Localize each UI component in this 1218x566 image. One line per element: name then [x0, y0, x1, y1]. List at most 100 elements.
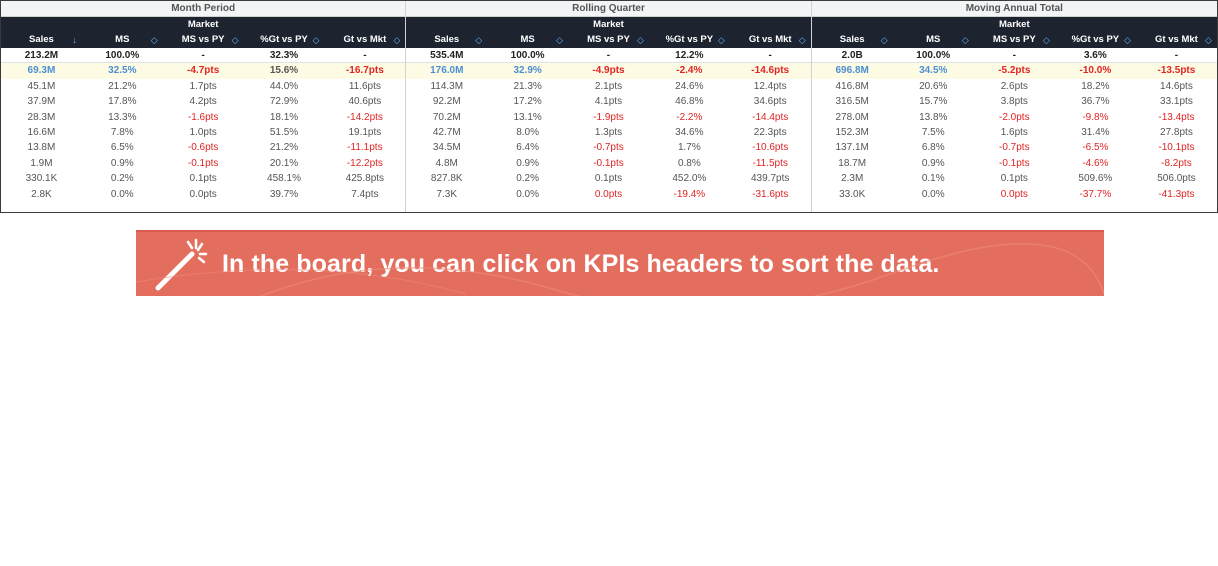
cell-sales: 1.9M: [30, 157, 53, 169]
column-header-ms-vs-py[interactable]: MS vs PY ◇: [163, 32, 244, 48]
cell-ms: 15.7%: [919, 96, 948, 108]
column-header-ms-vs-py[interactable]: MS vs PY ◇: [568, 32, 649, 48]
column-header-ms-vs-py[interactable]: MS vs PY ◇: [974, 32, 1055, 48]
table-row[interactable]: 45.1M 21.2% 1.7pts 44.0% 11.6pts: [1, 79, 405, 94]
column-header-gt-vs-mkt[interactable]: Gt vs Mkt ◇: [1136, 32, 1217, 48]
table-row[interactable]: 42.7M 8.0% 1.3pts 34.6% 22.3pts: [406, 125, 810, 140]
column-header-gt-vs-py[interactable]: %Gt vs PY ◇: [244, 32, 325, 48]
cell-gt-vs-mkt: 27.8pts: [1160, 126, 1193, 138]
table-row[interactable]: 2.3M 0.1% 0.1pts 509.6% 506.0pts: [812, 171, 1217, 186]
cell-gt-vs-mkt: -41.3pts: [1158, 188, 1195, 200]
column-header-ms[interactable]: MS ◇: [82, 32, 163, 48]
cell-ms-vs-py: -0.1pts: [187, 157, 219, 169]
cell-gt-vs-py: -37.7%: [1079, 188, 1112, 200]
sort-toggle-icon[interactable]: ◇: [475, 35, 483, 45]
sort-toggle-icon[interactable]: ◇: [1205, 35, 1212, 45]
cell-gt-vs-py: 46.8%: [675, 96, 704, 108]
table-row[interactable]: 13.8M 6.5% -0.6pts 21.2% -11.1pts: [1, 140, 405, 155]
column-header-label: Sales: [434, 34, 460, 45]
table-row[interactable]: 416.8M 20.6% 2.6pts 18.2% 14.6pts: [812, 79, 1217, 94]
cell-ms: 0.2%: [110, 173, 134, 185]
cell-ms-vs-py: 0.1pts: [1000, 173, 1028, 185]
table-row[interactable]: 696.8M 34.5% -5.2pts -10.0% -13.5pts: [811, 63, 1217, 79]
table-row[interactable]: 7.3K 0.0% 0.0pts -19.4% -31.6pts: [406, 187, 810, 202]
table-row[interactable]: 4.8M 0.9% -0.1pts 0.8% -11.5pts: [406, 156, 810, 171]
table-row[interactable]: 37.9M 17.8% 4.2pts 72.9% 40.6pts: [1, 94, 405, 109]
column-header-gt-vs-mkt[interactable]: Gt vs Mkt ◇: [324, 32, 405, 48]
column-header-label: Gt vs Mkt: [343, 34, 387, 45]
column-header-gt-vs-py[interactable]: %Gt vs PY ◇: [1055, 32, 1136, 48]
cell-ms-vs-py: -0.6pts: [187, 142, 219, 154]
sort-desc-icon[interactable]: ↓: [72, 35, 77, 45]
table-row[interactable]: 34.5M 6.4% -0.7pts 1.7% -10.6pts: [406, 140, 810, 155]
column-header-ms[interactable]: MS ◇: [487, 32, 568, 48]
table-row[interactable]: 827.8K 0.2% 0.1pts 452.0% 439.7pts: [406, 171, 810, 186]
total-row[interactable]: 213.2M 100.0% - 32.3% -: [1, 48, 406, 64]
table-row[interactable]: 33.0K 0.0% 0.0pts -37.7% -41.3pts: [812, 187, 1217, 202]
cell-gt-vs-mkt: 22.3pts: [753, 126, 787, 138]
column-header-sales[interactable]: Sales ◇: [812, 32, 893, 48]
table-row[interactable]: 28.3M 13.3% -1.6pts 18.1% -14.2pts: [1, 110, 405, 125]
cell-gt-vs-py: 72.9%: [269, 96, 299, 108]
cell-gt-vs-py: -2.4%: [676, 65, 703, 77]
cell-gt-vs-py: 31.4%: [1081, 126, 1110, 138]
total-row[interactable]: 535.4M 100.0% - 12.2% -: [406, 48, 811, 64]
sort-toggle-icon[interactable]: ◇: [717, 35, 725, 45]
table-row[interactable]: 152.3M 7.5% 1.6pts 31.4% 27.8pts: [812, 125, 1217, 140]
table-row[interactable]: 18.7M 0.9% -0.1pts -4.6% -8.2pts: [812, 156, 1217, 171]
cell-ms-vs-py: -0.1pts: [999, 157, 1030, 169]
market-header: Market: [187, 19, 219, 30]
sort-toggle-icon[interactable]: ◇: [636, 35, 644, 45]
sort-toggle-icon[interactable]: ◇: [312, 35, 320, 45]
cell-gt-vs-py: 32.3%: [269, 50, 299, 61]
column-header-sales[interactable]: Sales ◇: [406, 32, 487, 48]
table-row[interactable]: 70.2M 13.1% -1.9pts -2.2% -14.4pts: [406, 110, 810, 125]
cell-sales: 137.1M: [835, 142, 869, 154]
cell-gt-vs-mkt: 14.6pts: [1160, 80, 1193, 92]
sort-toggle-icon[interactable]: ◇: [231, 35, 239, 45]
tip-text: In the board, you can click on KPIs head…: [222, 249, 940, 278]
sort-toggle-icon[interactable]: ◇: [393, 35, 401, 45]
cell-ms: 13.3%: [108, 111, 137, 123]
total-row[interactable]: 2.0B 100.0% - 3.6% -: [811, 48, 1217, 64]
sort-toggle-icon[interactable]: ◇: [880, 35, 888, 45]
table-row[interactable]: 278.0M 13.8% -2.0pts -9.8% -13.4pts: [812, 110, 1217, 125]
cell-sales: 28.3M: [27, 111, 56, 123]
table-row[interactable]: 330.1K 0.2% 0.1pts 458.1% 425.8pts: [1, 171, 405, 186]
table-row[interactable]: 92.2M 17.2% 4.1pts 46.8% 34.6pts: [406, 94, 810, 109]
table-row[interactable]: 16.6M 7.8% 1.0pts 51.5% 19.1pts: [1, 125, 405, 140]
sort-toggle-icon[interactable]: ◇: [798, 35, 806, 45]
sort-toggle-icon[interactable]: ◇: [556, 35, 564, 45]
sort-toggle-icon[interactable]: ◇: [1123, 35, 1131, 45]
table-row[interactable]: 316.5M 15.7% 3.8pts 36.7% 33.1pts: [812, 94, 1217, 109]
table-row[interactable]: 69.3M 32.5% -4.7pts 15.6% -16.7pts: [1, 63, 406, 79]
column-header-sales[interactable]: Sales ↓: [1, 32, 82, 48]
column-header-gt-vs-mkt[interactable]: Gt vs Mkt ◇: [730, 32, 811, 48]
cell-ms: 7.5%: [921, 126, 945, 138]
period-rolling-quarter: Rolling Quarter Market Sales ◇ MS ◇ MS vs PY ◇%…: [406, 1, 812, 212]
cell-gt-vs-py: 18.2%: [1081, 80, 1110, 92]
sort-toggle-icon[interactable]: ◇: [961, 35, 969, 45]
column-header-ms[interactable]: MS ◇: [893, 32, 974, 48]
cell-gt-vs-py: -19.4%: [673, 188, 706, 200]
table-row[interactable]: 2.8K 0.0% 0.0pts 39.7% 7.4pts: [1, 187, 405, 202]
table-row[interactable]: 176.0M 32.9% -4.9pts -2.4% -14.6pts: [406, 63, 811, 79]
table-row[interactable]: 1.9M 0.9% -0.1pts 20.1% -12.2pts: [1, 156, 405, 171]
cell-gt-vs-py: -6.5%: [1082, 142, 1109, 154]
cell-gt-vs-mkt: 34.6pts: [753, 96, 787, 108]
cell-ms: 0.1%: [921, 173, 945, 185]
sort-toggle-icon[interactable]: ◇: [150, 35, 158, 45]
cell-sales: 278.0M: [835, 111, 869, 123]
table-row[interactable]: 114.3M 21.3% 2.1pts 24.6% 12.4pts: [406, 79, 810, 94]
column-header-label: Gt vs Mkt: [1155, 34, 1198, 45]
cell-gt-vs-mkt: 425.8pts: [345, 173, 385, 185]
table-row[interactable]: 137.1M 6.8% -0.7pts -6.5% -10.1pts: [812, 140, 1217, 155]
cell-gt-vs-mkt: -14.4pts: [752, 111, 789, 123]
cell-gt-vs-mkt: 7.4pts: [351, 188, 379, 200]
cell-ms: 13.1%: [513, 111, 542, 123]
sort-toggle-icon[interactable]: ◇: [1042, 35, 1050, 45]
column-header-gt-vs-py[interactable]: %Gt vs PY ◇: [649, 32, 730, 48]
cell-sales: 34.5M: [432, 142, 461, 154]
cell-ms-vs-py: 1.0pts: [189, 126, 217, 138]
cell-gt-vs-py: 458.1%: [267, 173, 301, 185]
